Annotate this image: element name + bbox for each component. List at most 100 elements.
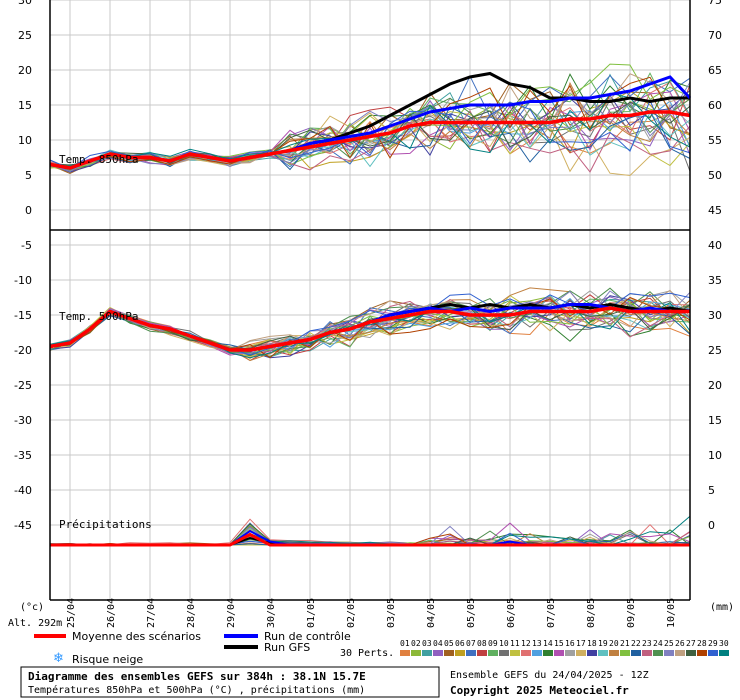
grid-lines (50, 0, 690, 600)
right-tick-label: 45 (708, 204, 722, 217)
left-tick-label: 25 (18, 29, 32, 42)
left-tick-label: -15 (14, 309, 32, 322)
pert-swatch (521, 650, 531, 656)
legend-control-label: Run de contrôle (264, 630, 351, 643)
x-tick-label: 07/05 (546, 598, 557, 628)
pert-number: 20 (609, 639, 619, 648)
left-tick-label: -5 (21, 239, 32, 252)
left-tick-label: -45 (14, 519, 32, 532)
altitude-label: Alt. 292m (8, 618, 62, 629)
legend-perts-label: 30 Perts. (340, 648, 394, 659)
x-axis-ticks: 25/04 26/04 27/04 28/04 29/04 30/04 01/05 02/05… (66, 598, 677, 628)
right-tick-label: 15 (708, 414, 722, 427)
pert-number: 06 (455, 639, 465, 648)
pert-number: 03 (422, 639, 432, 648)
x-tick-label: 05/05 (466, 598, 477, 628)
right-tick-label: 50 (708, 169, 722, 182)
pert-number: 08 (477, 639, 487, 648)
left-tick-label: 10 (18, 134, 32, 147)
right-tick-label: 55 (708, 134, 722, 147)
left-tick-label: -40 (14, 484, 32, 497)
right-tick-label: 0 (708, 519, 715, 532)
snowflake-icon: ❄ (53, 651, 64, 666)
x-tick-label: 29/04 (226, 598, 237, 628)
pert-number: 29 (708, 639, 718, 648)
pert-swatch (642, 650, 652, 656)
pert-swatch (719, 650, 729, 656)
right-tick-label: 70 (708, 29, 722, 42)
pert-number: 11 (510, 639, 520, 648)
x-tick-label: 02/05 (346, 598, 357, 628)
pert-number: 22 (631, 639, 641, 648)
left-tick-label: -30 (14, 414, 32, 427)
left-tick-label: -20 (14, 344, 32, 357)
pert-swatch (400, 650, 410, 656)
pert-number: 23 (642, 639, 652, 648)
pert-number: 28 (697, 639, 707, 648)
x-tick-label: 27/04 (146, 598, 157, 628)
pert-swatch (708, 650, 718, 656)
pert-swatch (455, 650, 465, 656)
legend-mean-label: Moyenne des scénarios (72, 630, 201, 643)
pert-number: 27 (686, 639, 696, 648)
panel-label-precip: Précipitations (59, 518, 152, 531)
pert-number: 24 (653, 639, 663, 648)
main-series-lines (49, 71, 692, 547)
pert-swatch (686, 650, 696, 656)
pert-number: 30 (719, 639, 729, 648)
right-tick-label: 35 (708, 274, 722, 287)
right-tick-label: 40 (708, 239, 722, 252)
right-unit: (mm) (710, 602, 734, 613)
x-tick-label: 09/05 (626, 598, 637, 628)
pert-swatch (609, 650, 619, 656)
pert-swatch (422, 650, 432, 656)
chart-title: Diagramme des ensembles GEFS sur 384h : … (28, 670, 366, 683)
legend-gfs-label: Run GFS (264, 641, 310, 654)
x-tick-label: 06/05 (506, 598, 517, 628)
left-tick-label: 20 (18, 64, 32, 77)
pert-number: 25 (664, 639, 674, 648)
left-tick-label: -35 (14, 449, 32, 462)
legend-snow-label: Risque neige (72, 653, 143, 666)
pert-number: 02 (411, 639, 421, 648)
legend: Moyenne des scénarios Run de contrôle Ru… (34, 630, 729, 666)
pert-line-850 (49, 111, 691, 169)
left-tick-label: 15 (18, 99, 32, 112)
pert-swatch (565, 650, 575, 656)
x-tick-label: 25/04 (66, 598, 77, 628)
run-info: Ensemble GEFS du 24/04/2025 - 12Z (450, 670, 649, 681)
pert-line-850 (49, 81, 691, 172)
left-tick-label: 0 (25, 204, 32, 217)
left-tick-label: 5 (25, 169, 32, 182)
left-tick-label: -10 (14, 274, 32, 287)
pert-number: 16 (565, 639, 575, 648)
pert-number: 18 (587, 639, 597, 648)
title-box: Diagramme des ensembles GEFS sur 384h : … (20, 666, 440, 698)
pert-number: 13 (532, 639, 542, 648)
left-tick-label: -25 (14, 379, 32, 392)
pert-number: 04 (433, 639, 443, 648)
x-tick-label: 26/04 (106, 598, 117, 628)
pert-number: 15 (554, 639, 564, 648)
x-tick-label: 04/05 (426, 598, 437, 628)
pert-number: 07 (466, 639, 476, 648)
pert-swatch (664, 650, 674, 656)
perturbation-legend: 01 02 03 04 05 06 07 08 09 10 11 12 13 14 15 16 17 18 19 20… (400, 639, 729, 656)
pert-swatch (488, 650, 498, 656)
left-axis-ticks: 30 25 20 15 10 5 0 -5 -10 -15 -20 -25 -30 -35 -40 -45 (14, 0, 32, 532)
left-tick-label: 30 (18, 0, 32, 7)
pert-swatch (554, 650, 564, 656)
right-tick-label: 10 (708, 449, 722, 462)
pert-number: 01 (400, 639, 410, 648)
pert-swatch (697, 650, 707, 656)
panel-500 (50, 230, 690, 600)
x-tick-label: 28/04 (186, 598, 197, 628)
pert-line-850 (49, 99, 691, 170)
panel-label-500: Temp. 500hPa (59, 310, 138, 323)
x-tick-label: 01/05 (306, 598, 317, 628)
pert-swatch (576, 650, 586, 656)
pert-swatch (411, 650, 421, 656)
mean-line-500 (49, 306, 690, 352)
pert-number: 09 (488, 639, 498, 648)
